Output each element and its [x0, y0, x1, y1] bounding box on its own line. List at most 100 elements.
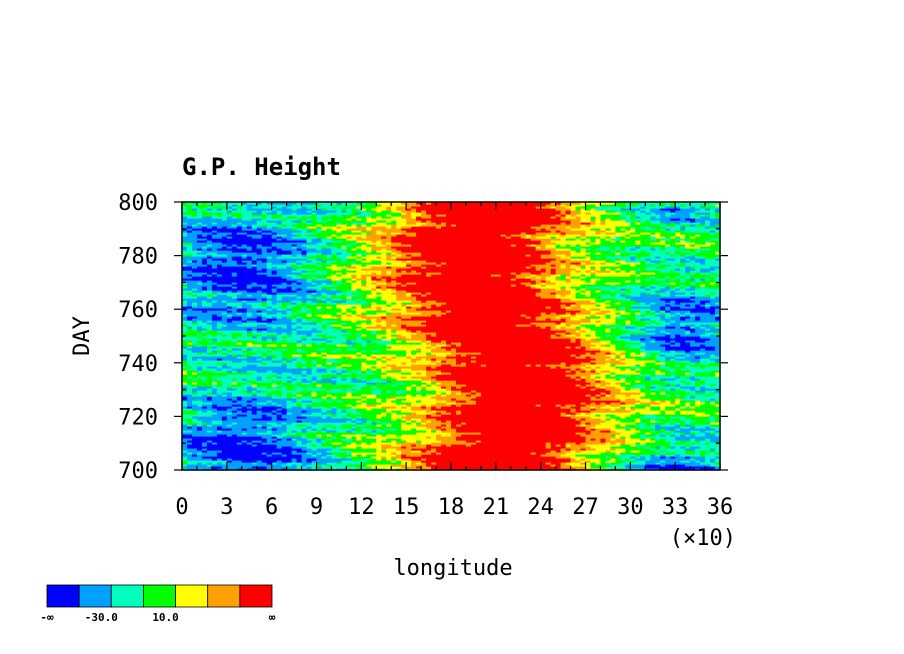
heatmap-cell [196, 442, 203, 445]
heatmap-cell [276, 386, 283, 389]
heatmap-cell [406, 432, 412, 435]
heatmap-cell [286, 432, 293, 435]
heatmap-cell [470, 452, 477, 455]
heatmap-cell [650, 396, 656, 399]
heatmap-cell [640, 406, 646, 409]
heatmap-cell [356, 420, 362, 423]
heatmap-cell [460, 464, 467, 467]
heatmap-cell [376, 388, 382, 391]
heatmap-cell [500, 390, 507, 393]
heatmap-cell [431, 382, 437, 385]
heatmap-cell [351, 428, 357, 431]
heatmap-cell [560, 394, 567, 397]
heatmap-cell [236, 390, 243, 393]
heatmap-cell [565, 408, 572, 411]
heatmap-cell [685, 448, 691, 451]
heatmap-cell [640, 392, 646, 395]
heatmap-cell [206, 412, 213, 415]
heatmap-cell [431, 432, 437, 435]
heatmap-cell [620, 408, 626, 411]
heatmap-cell [680, 422, 686, 425]
heatmap-cell [261, 376, 268, 379]
heatmap-cell [231, 398, 238, 401]
heatmap-cell [655, 412, 661, 415]
chart-title: G.P. Height [182, 153, 341, 181]
heatmap-cell [406, 388, 412, 391]
heatmap-cell [705, 446, 711, 449]
heatmap-cell [615, 406, 621, 409]
heatmap-cell [341, 448, 347, 451]
heatmap-cell [446, 420, 452, 423]
heatmap-cell [615, 394, 621, 397]
heatmap-cell [381, 392, 387, 395]
heatmap-cell [640, 430, 646, 433]
heatmap-cell [441, 432, 447, 435]
heatmap-cell [640, 394, 646, 397]
heatmap-cell [520, 436, 527, 439]
heatmap-cell [336, 436, 343, 439]
heatmap-cell [500, 422, 507, 425]
heatmap-cell [675, 412, 681, 415]
heatmap-cell [585, 392, 592, 395]
heatmap-cell [311, 424, 318, 427]
heatmap-cell [475, 420, 482, 423]
heatmap-cell [705, 452, 711, 455]
heatmap-cell [431, 462, 437, 465]
heatmap-cell [321, 400, 328, 403]
heatmap-cell [186, 464, 193, 467]
heatmap-cell [216, 378, 223, 381]
heatmap-cell [705, 440, 711, 443]
heatmap-cell [480, 402, 487, 405]
heatmap-cell [431, 396, 437, 399]
heatmap-cell [595, 420, 602, 423]
heatmap-cell [585, 384, 592, 387]
heatmap-cell [520, 426, 527, 429]
heatmap-cell [381, 438, 387, 441]
heatmap-cell [675, 386, 681, 389]
heatmap-cell [550, 420, 557, 423]
heatmap-cell [316, 410, 323, 413]
heatmap-cell [515, 382, 522, 385]
heatmap-cell [211, 444, 218, 447]
heatmap-cell [446, 410, 452, 413]
heatmap-cell [391, 446, 397, 449]
heatmap-cell [635, 458, 641, 461]
heatmap-cell [480, 466, 487, 469]
heatmap-cell [665, 456, 671, 459]
heatmap-cell [500, 438, 507, 441]
heatmap-cell [351, 390, 357, 393]
heatmap-cell [540, 378, 547, 381]
heatmap-cell [540, 408, 547, 411]
heatmap-cell [565, 384, 572, 387]
heatmap-cell [705, 392, 711, 395]
heatmap-cell [206, 402, 213, 405]
heatmap-cell [411, 392, 417, 395]
heatmap-cell [695, 458, 701, 461]
heatmap-cell [565, 382, 572, 385]
heatmap-cell [281, 418, 288, 421]
heatmap-cell [715, 428, 721, 431]
heatmap-cell [316, 396, 323, 399]
heatmap-cell [525, 388, 532, 391]
heatmap-cell [660, 398, 666, 401]
heatmap-cell [480, 464, 487, 467]
heatmap-cell [580, 456, 587, 459]
heatmap-cell [540, 414, 547, 417]
heatmap-cell [396, 394, 402, 397]
heatmap-cell [401, 396, 407, 399]
heatmap-cell [271, 450, 278, 453]
heatmap-cell [196, 448, 203, 451]
heatmap-cell [665, 426, 671, 429]
heatmap-cell [475, 398, 482, 401]
heatmap-cell [560, 440, 567, 443]
heatmap-cell [525, 406, 532, 409]
heatmap-cell [555, 384, 562, 387]
heatmap-cell [306, 378, 313, 381]
heatmap-cell [505, 432, 512, 435]
heatmap-cell [505, 398, 512, 401]
heatmap-cell [505, 404, 512, 407]
heatmap-cell [331, 450, 338, 453]
heatmap-cell [316, 390, 323, 393]
heatmap-cell [301, 408, 308, 411]
heatmap-cell [630, 410, 636, 413]
